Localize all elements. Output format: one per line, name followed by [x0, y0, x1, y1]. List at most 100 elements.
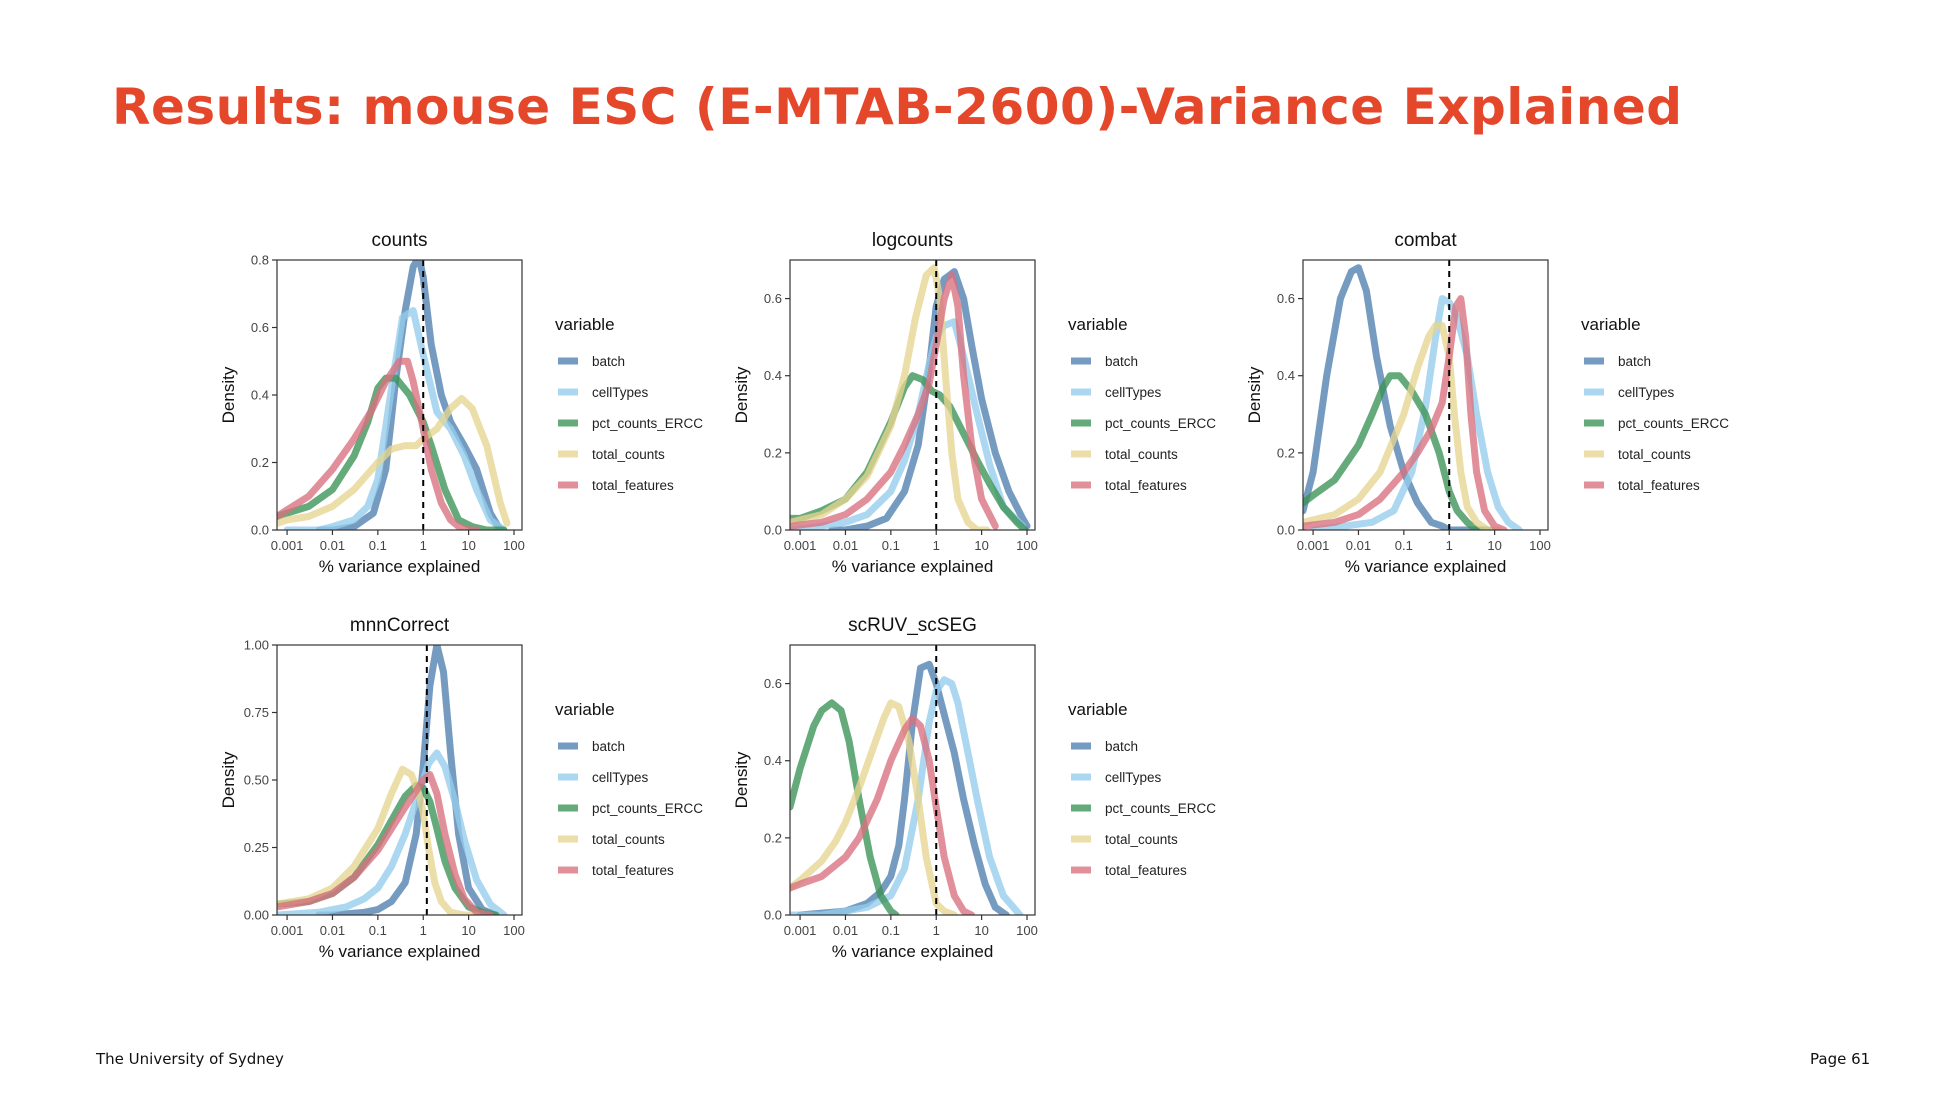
legend-label-total_counts: total_counts [1105, 447, 1178, 462]
plot-border [1302, 259, 1549, 531]
x-axis-label: % variance explained [832, 942, 994, 961]
x-tick-label: 0.1 [369, 923, 387, 938]
x-tick-label: 1 [420, 923, 427, 938]
y-tick-label: 0.0 [251, 523, 269, 538]
x-tick-label: 0.001 [1297, 538, 1330, 553]
x-tick-label: 0.01 [320, 538, 345, 553]
series-line-pct_counts_ERCC [790, 699, 900, 915]
chart-panel-combat: combat 0.0 0.2 0.4 0.6 0.001 0.01 0.1 1 10 100 % va… [1231, 222, 1751, 602]
x-tick-label: 0.01 [833, 923, 858, 938]
y-tick-label: 0.2 [1277, 445, 1295, 460]
y-tick-label: 0.6 [1277, 291, 1295, 306]
y-tick-label: 0.0 [1277, 523, 1295, 538]
series-group [790, 264, 1031, 530]
y-tick-label: 0.6 [251, 320, 269, 335]
slide-title: Results: mouse ESC (E-MTAB-2600)-Varianc… [112, 78, 1683, 136]
x-tick-label: 0.01 [1346, 538, 1371, 553]
series-line-total_counts [1303, 322, 1502, 530]
series-group [277, 260, 511, 530]
plot-border [789, 644, 1036, 916]
x-tick-label: 1 [933, 923, 940, 938]
chart-title: logcounts [872, 230, 953, 251]
legend-title: variable [1068, 700, 1128, 719]
legend-label-cellTypes: cellTypes [1105, 770, 1162, 785]
chart-title: scRUV_scSEG [848, 615, 977, 636]
footer-institution: The University of Sydney [96, 1050, 284, 1068]
legend-label-pct_counts_ERCC: pct_counts_ERCC [1105, 416, 1216, 431]
x-tick-label: 100 [503, 923, 525, 938]
legend-title: variable [1581, 315, 1641, 334]
x-tick-label: 1 [933, 538, 940, 553]
plot-border [789, 259, 1036, 531]
series-line-cellTypes [1309, 295, 1523, 530]
legend-label-batch: batch [1105, 739, 1138, 754]
y-axis-label: Density [1245, 366, 1264, 423]
y-tick-label: 0.6 [764, 291, 782, 306]
y-tick-label: 0.25 [244, 840, 269, 855]
legend-label-batch: batch [592, 354, 625, 369]
legend-label-pct_counts_ERCC: pct_counts_ERCC [592, 416, 703, 431]
y-tick-label: 0.2 [764, 830, 782, 845]
series-line-total_features [277, 771, 494, 915]
x-tick-label: 10 [974, 923, 988, 938]
x-tick-label: 0.1 [882, 538, 900, 553]
y-tick-label: 0.4 [764, 368, 782, 383]
legend-label-cellTypes: cellTypes [592, 770, 649, 785]
x-axis-label: % variance explained [832, 557, 994, 576]
series-line-pct_counts_ERCC [277, 374, 508, 530]
x-tick-label: 0.1 [882, 923, 900, 938]
series-line-total_features [790, 714, 976, 915]
x-tick-label: 0.1 [369, 538, 387, 553]
chart-title: counts [372, 230, 428, 251]
legend-label-total_counts: total_counts [1618, 447, 1691, 462]
footer-page-number: Page 61 [1810, 1050, 1871, 1068]
y-tick-label: 0.0 [764, 908, 782, 923]
series-group [790, 660, 1024, 915]
legend-label-total_counts: total_counts [592, 447, 665, 462]
legend-label-cellTypes: cellTypes [1618, 385, 1675, 400]
legend-label-cellTypes: cellTypes [592, 385, 649, 400]
legend-label-pct_counts_ERCC: pct_counts_ERCC [592, 801, 703, 816]
series-line-total_counts [277, 765, 481, 915]
y-axis-label: Density [732, 366, 751, 423]
y-axis-label: Density [732, 751, 751, 808]
y-tick-label: 0.6 [764, 676, 782, 691]
x-axis-label: % variance explained [1345, 557, 1507, 576]
legend-title: variable [555, 315, 615, 334]
legend-label-pct_counts_ERCC: pct_counts_ERCC [1105, 801, 1216, 816]
y-tick-label: 1.00 [244, 638, 269, 653]
series-line-total_features [277, 357, 481, 530]
x-tick-label: 0.01 [320, 923, 345, 938]
x-axis-label: % variance explained [319, 557, 481, 576]
series-line-pct_counts_ERCC [1303, 372, 1494, 530]
legend-label-total_features: total_features [592, 863, 674, 878]
x-tick-label: 10 [461, 923, 475, 938]
y-tick-label: 0.8 [251, 253, 269, 268]
x-tick-label: 100 [503, 538, 525, 553]
legend-label-total_features: total_features [592, 478, 674, 493]
y-axis-label: Density [219, 366, 238, 423]
x-tick-label: 1 [420, 538, 427, 553]
legend-title: variable [555, 700, 615, 719]
x-tick-label: 10 [461, 538, 475, 553]
chart-panel-logcounts: logcounts 0.0 0.2 0.4 0.6 0.001 0.01 0.1 1 10 100%… [718, 222, 1238, 602]
x-tick-label: 0.001 [784, 923, 817, 938]
series-line-total_counts [790, 699, 958, 915]
y-tick-label: 0.2 [764, 445, 782, 460]
series-line-total_counts [277, 394, 511, 527]
x-tick-label: 10 [1487, 538, 1501, 553]
series-line-total_counts [790, 264, 991, 530]
x-tick-label: 100 [1529, 538, 1551, 553]
x-tick-label: 10 [974, 538, 988, 553]
legend-label-batch: batch [1618, 354, 1651, 369]
y-tick-label: 0.00 [244, 908, 269, 923]
legend-label-batch: batch [592, 739, 625, 754]
x-tick-label: 0.001 [784, 538, 817, 553]
y-tick-label: 0.75 [244, 705, 269, 720]
x-tick-label: 1 [1446, 538, 1453, 553]
legend-label-total_features: total_features [1105, 863, 1187, 878]
y-tick-label: 0.4 [764, 753, 782, 768]
legend-label-cellTypes: cellTypes [1105, 385, 1162, 400]
legend-label-total_features: total_features [1618, 478, 1700, 493]
legend-label-pct_counts_ERCC: pct_counts_ERCC [1618, 416, 1729, 431]
